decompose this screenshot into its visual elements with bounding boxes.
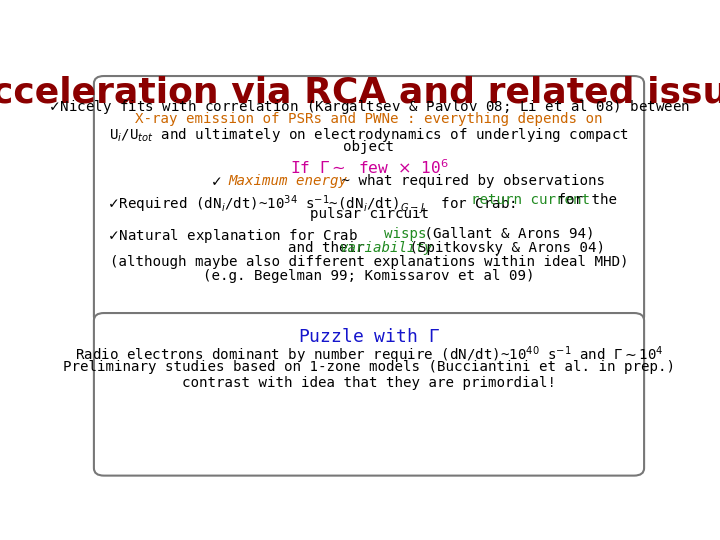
Text: variability: variability [340, 241, 433, 255]
Text: $\checkmark$: $\checkmark$ [210, 174, 221, 188]
Text: $\checkmark$Required (dN$_i$/dt)~10$^{34}$ s$^{-1}$~(dN$_i$/dt)$_{G-J}$  for Cra: $\checkmark$Required (dN$_i$/dt)~10$^{34… [107, 193, 516, 216]
Text: Preliminary studies based on 1-zone models (Bucciantini et al. in prep.): Preliminary studies based on 1-zone mode… [63, 360, 675, 374]
Text: ~ what required by observations: ~ what required by observations [333, 174, 605, 188]
Text: for the: for the [549, 193, 616, 207]
Text: $\checkmark$Natural explanation for Crab: $\checkmark$Natural explanation for Crab [107, 227, 359, 245]
Text: (Spitkovsky & Arons 04): (Spitkovsky & Arons 04) [401, 241, 605, 255]
Text: Radio electrons dominant by number require (dN/dt)~10$^{40}$ s$^{-1}$ and $\Gamm: Radio electrons dominant by number requi… [75, 344, 663, 366]
Text: (although maybe also different explanations within ideal MHD): (although maybe also different explanati… [109, 255, 629, 269]
Text: U$_i$/U$_{tot}$ and ultimately on electrodynamics of underlying compact: U$_i$/U$_{tot}$ and ultimately on electr… [109, 126, 629, 144]
FancyBboxPatch shape [94, 76, 644, 324]
Text: X-ray emission of PSRs and PWNe : everything depends on: X-ray emission of PSRs and PWNe : everyt… [135, 112, 603, 126]
Text: and their: and their [288, 241, 373, 255]
Text: Puzzle with $\Gamma$: Puzzle with $\Gamma$ [298, 328, 440, 346]
Text: object: object [343, 140, 395, 154]
Text: (Gallant & Arons 94): (Gallant & Arons 94) [416, 227, 595, 241]
Text: If $\Gamma$$\sim$ few $\times$ 10$^6$: If $\Gamma$$\sim$ few $\times$ 10$^6$ [289, 158, 449, 177]
Text: pulsar circuit: pulsar circuit [310, 207, 428, 221]
Text: return current: return current [471, 193, 590, 207]
Text: wisps: wisps [384, 227, 426, 241]
FancyBboxPatch shape [94, 313, 644, 476]
Text: $\checkmark$Nicely fits with correlation (Kargaltsev & Pavlov 08; Li et al 08) b: $\checkmark$Nicely fits with correlation… [48, 98, 690, 116]
Text: (e.g. Begelman 99; Komissarov et al 09): (e.g. Begelman 99; Komissarov et al 09) [203, 269, 535, 284]
Text: Acceleration via RCA and related issues: Acceleration via RCA and related issues [0, 75, 720, 109]
Text: Maximum energy: Maximum energy [228, 174, 347, 188]
Text: contrast with idea that they are primordial!: contrast with idea that they are primord… [182, 376, 556, 390]
